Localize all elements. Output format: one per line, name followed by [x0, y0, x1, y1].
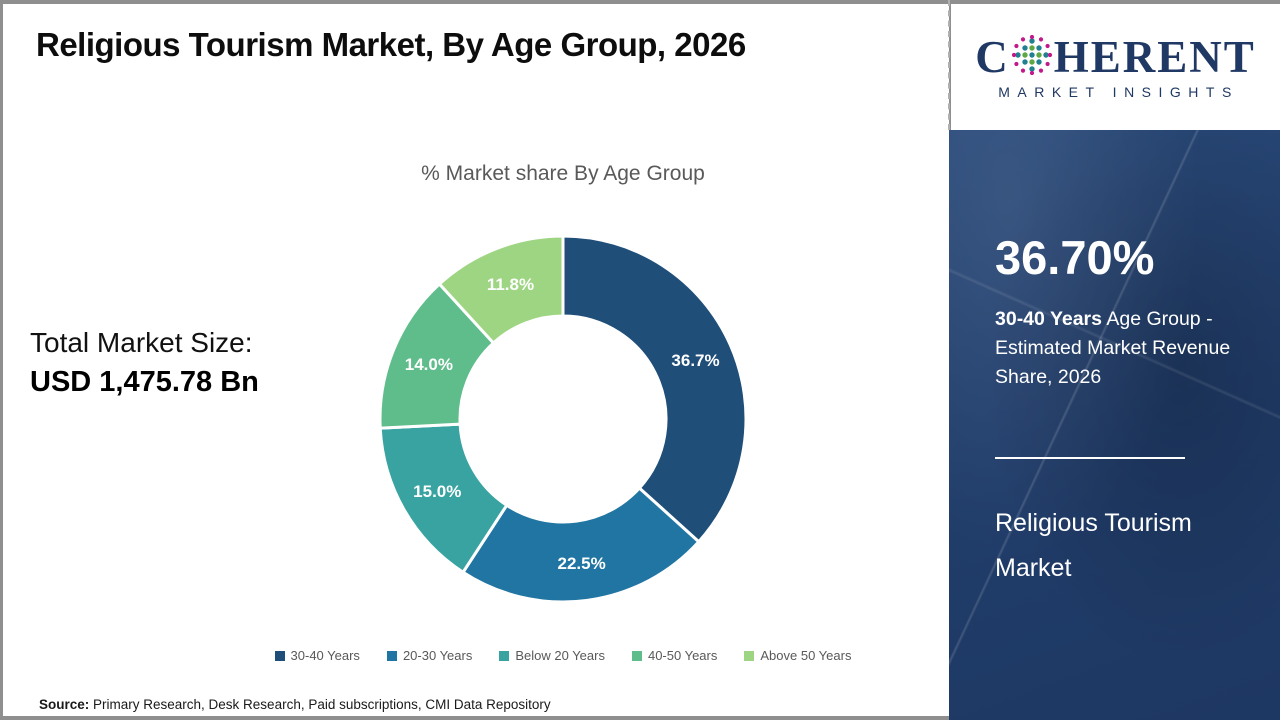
main-panel: Religious Tourism Market, By Age Group, …	[3, 4, 949, 716]
legend-label: Above 50 Years	[760, 648, 852, 663]
dashed-divider	[948, 0, 950, 130]
coherent-logo: C HERENT MARKET INSIGHTS	[951, 4, 1280, 130]
page-title: Religious Tourism Market, By Age Group, …	[36, 26, 746, 63]
legend-swatch	[386, 650, 397, 661]
legend-label: 20-30 Years	[402, 648, 473, 663]
stat-description-rest: Age Group - Estimated Market Revenue Sha…	[995, 308, 1231, 388]
donut-slice-30-40-years	[561, 234, 748, 544]
highlight-stat-description: 30-40 Years Age Group - Estimated Market…	[995, 305, 1237, 392]
legend-item-below-20-years: Below 20 Years	[499, 648, 605, 663]
legend-label: 40-50 Years	[647, 648, 718, 663]
legend-swatch	[631, 650, 642, 661]
donut-slice-label: 11.8%	[487, 275, 534, 294]
donut-slice-label: 15.0%	[413, 482, 461, 501]
legend-label: Below 20 Years	[515, 648, 605, 663]
highlight-stat-value: 36.70%	[995, 231, 1155, 284]
legend-item-40-50-years: 40-50 Years	[631, 648, 718, 663]
total-market-size-label: Total Market Size:	[30, 327, 253, 358]
donut-chart: 36.7% 22.5% 15.0% 14.0% 11.8%	[378, 234, 748, 604]
legend-item-above-50-years: Above 50 Years	[744, 648, 851, 663]
legend-label: 30-40 Years	[290, 648, 360, 663]
coherent-globe-icon	[1011, 34, 1052, 76]
sidebar-divider-line	[995, 457, 1185, 459]
source-text: Primary Research, Desk Research, Paid su…	[89, 697, 551, 712]
sidebar: 36.70% 30-40 Years Age Group - Estimated…	[949, 130, 1280, 720]
logo-subtitle: MARKET INSIGHTS	[998, 84, 1239, 100]
stat-age-group: 30-40 Years	[995, 308, 1102, 330]
legend-swatch	[499, 650, 510, 661]
donut-slice-above-50-years	[437, 234, 565, 345]
total-market-size-block: Total Market Size: USD 1,475.78 Bn	[30, 327, 259, 399]
chart-title: % Market share By Age Group	[421, 162, 705, 185]
source-line: Source: Primary Research, Desk Research,…	[39, 697, 551, 712]
legend-swatch	[744, 650, 755, 661]
donut-slice-label: 14.0%	[405, 355, 453, 374]
logo-wordmark: C HERENT	[975, 34, 1256, 80]
donut-slice-20-30-years	[461, 486, 701, 604]
source-prefix: Source:	[39, 697, 90, 712]
logo-letters-herent: HERENT	[1053, 31, 1256, 82]
legend-item-20-30-years: 20-30 Years	[386, 648, 473, 663]
total-market-size-value: USD 1,475.78 Bn	[30, 366, 259, 398]
report-market-title: Religious Tourism Market	[995, 509, 1192, 582]
legend-swatch	[274, 650, 285, 661]
legend-item-30-40-years: 30-40 Years	[274, 648, 360, 663]
chart-legend: 30-40 Years 20-30 Years Below 20 Years 40-5…	[243, 648, 883, 663]
logo-letter-c: C	[975, 31, 1010, 82]
donut-slice-label: 36.7%	[671, 351, 719, 370]
donut-slice-label: 22.5%	[558, 554, 606, 573]
